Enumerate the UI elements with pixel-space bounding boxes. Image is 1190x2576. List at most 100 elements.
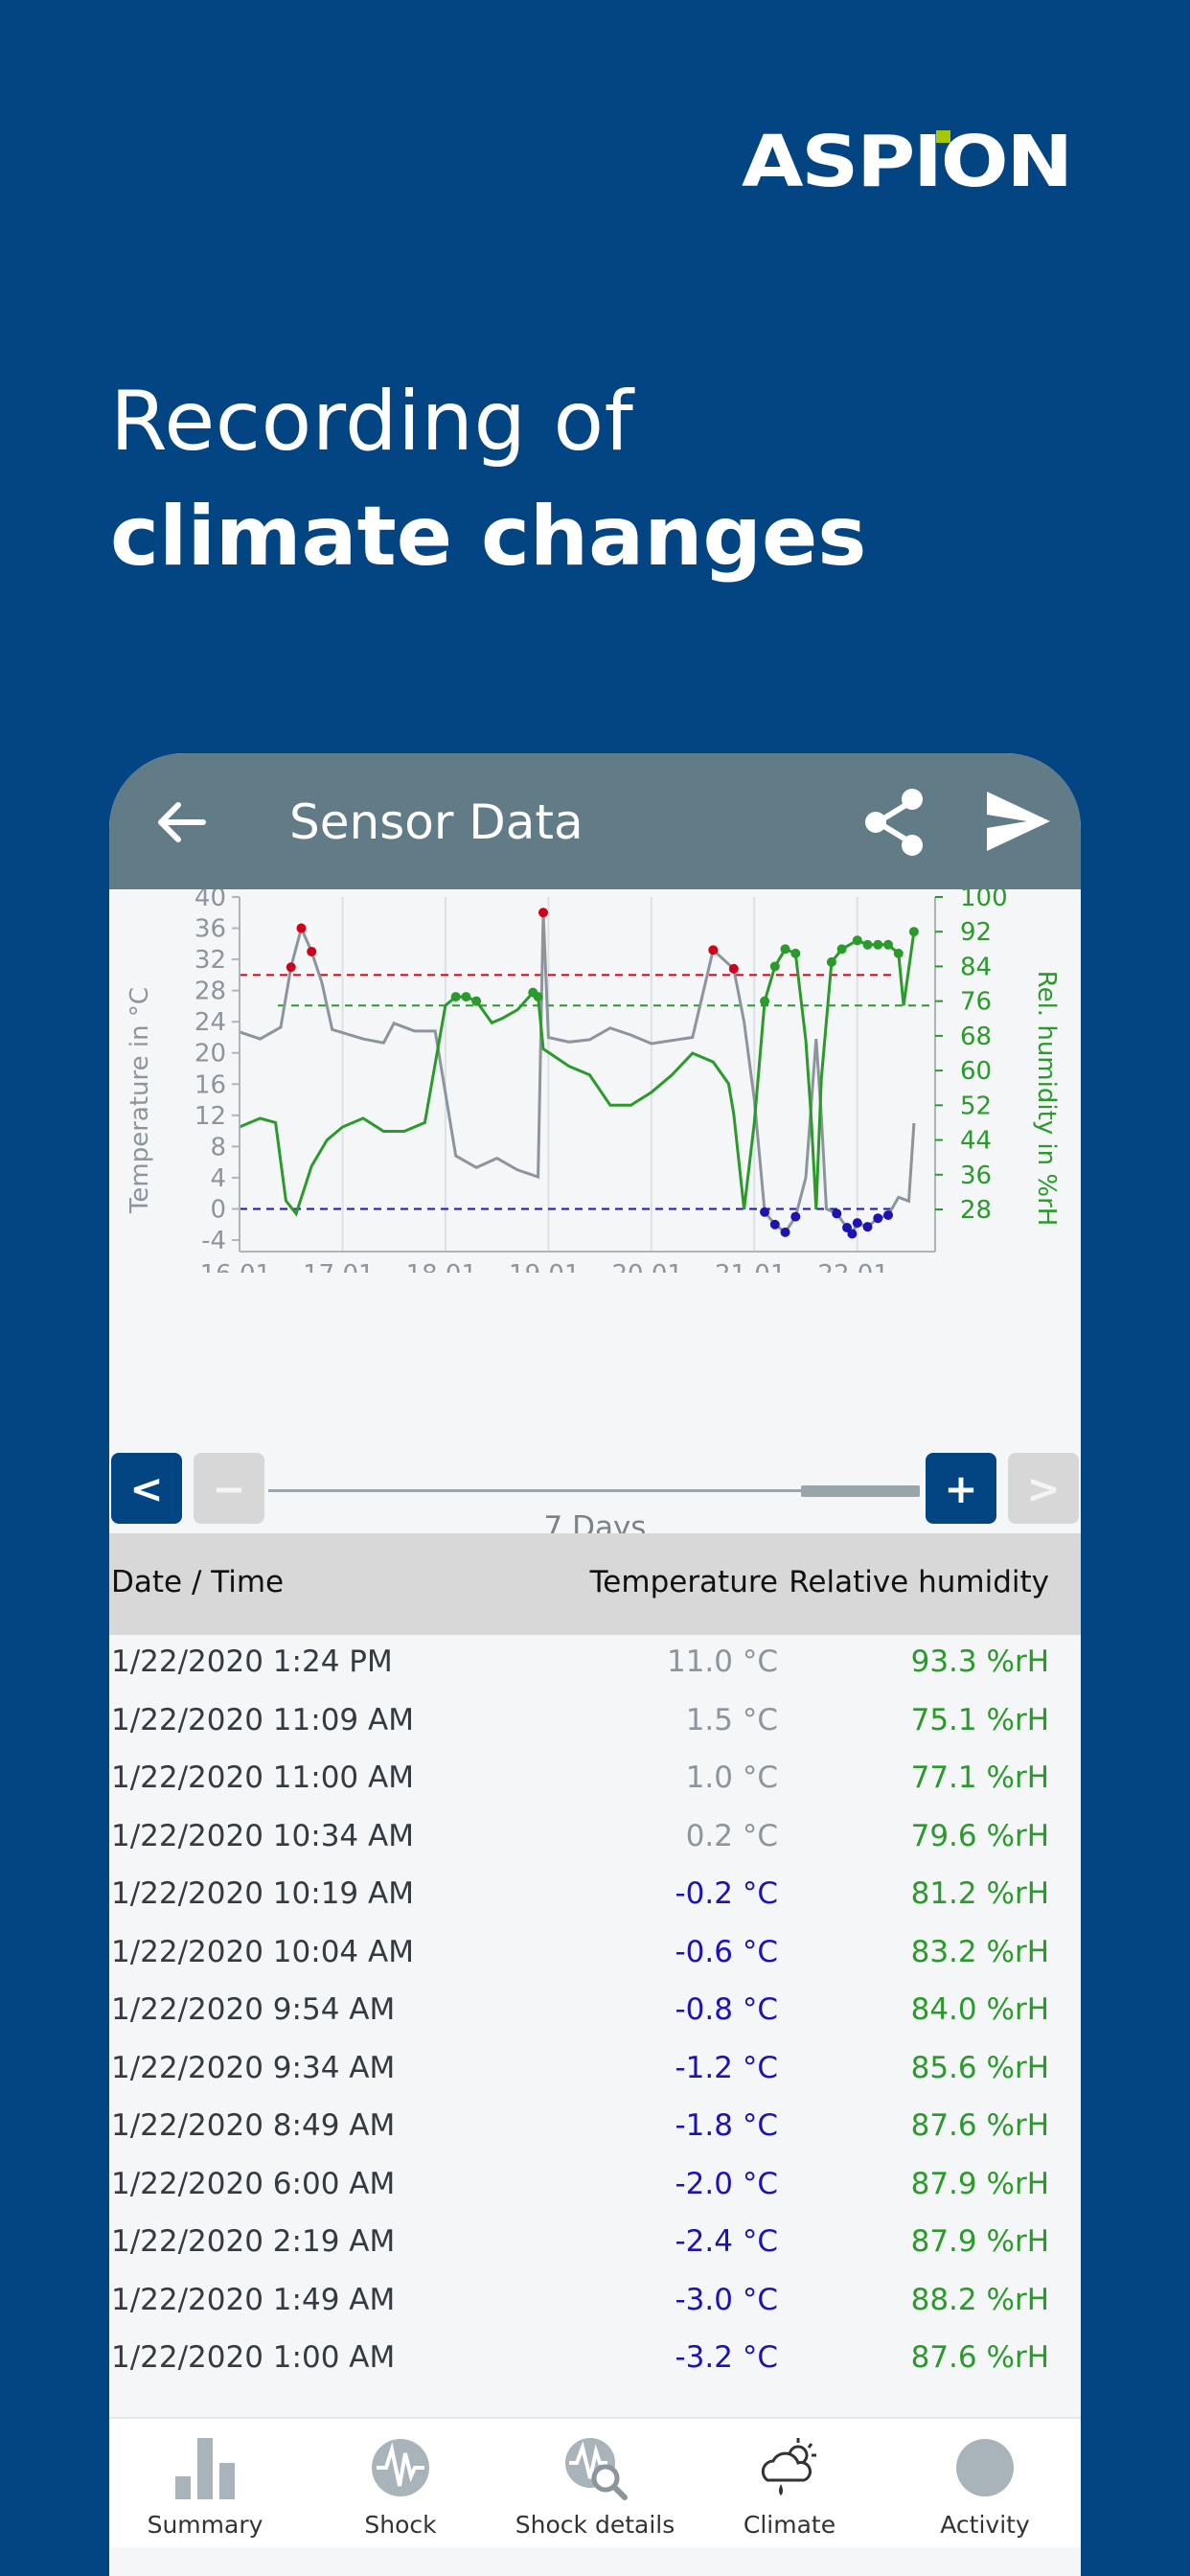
humidity-over-point <box>826 956 836 967</box>
headline: Recording of climate changes <box>110 364 867 594</box>
bottom-navigation: Summary Shock Shock details <box>109 2417 1081 2547</box>
tab-climate[interactable]: Climate <box>694 2419 885 2549</box>
row-temperature: -1.2 °C <box>675 2050 779 2085</box>
y2-tick-label: 68 <box>960 1023 992 1051</box>
table-row: 1/22/2020 11:00 AM 1.0 °C 77.1 %rH <box>109 1751 1081 1809</box>
app-bar: Sensor Data <box>109 753 1081 889</box>
aspion-logo-mark: ASPION <box>742 121 1073 203</box>
row-date: 1/22/2020 6:00 AM <box>111 2166 396 2201</box>
humidity-over-point <box>533 992 543 1002</box>
temperature-under-point <box>847 1229 858 1239</box>
row-humidity: 87.9 %rH <box>910 2166 1049 2201</box>
tab-shock[interactable]: Shock <box>305 2419 496 2549</box>
page-title: Sensor Data <box>289 794 584 850</box>
table-row: 1/22/2020 10:04 AM -0.6 °C 83.2 %rH <box>109 1925 1081 1984</box>
row-humidity: 84.0 %rH <box>910 1992 1049 2027</box>
zoom-out-button[interactable]: − <box>194 1453 264 1524</box>
y2-tick-label: 60 <box>960 1057 992 1086</box>
x-tick-label: 16.01. <box>200 1260 280 1273</box>
table-row: 1/22/2020 2:19 AM -2.4 °C 87.9 %rH <box>109 2215 1081 2273</box>
row-humidity: 79.6 %rH <box>910 1818 1049 1853</box>
humidity-over-point <box>760 996 770 1006</box>
column-header-date: Date / Time <box>111 1565 285 1599</box>
zoom-in-button[interactable]: + <box>926 1453 996 1524</box>
range-slider-thumb[interactable] <box>801 1485 920 1497</box>
row-temperature: 11.0 °C <box>666 1644 778 1679</box>
x-tick-label: 18.01. <box>406 1260 486 1273</box>
x-tick-label: 22.01. <box>817 1260 897 1273</box>
bar-chart-icon <box>175 2438 235 2499</box>
temperature-under-point <box>873 1213 883 1224</box>
row-temperature: -0.2 °C <box>675 1876 779 1911</box>
humidity-over-point <box>450 992 461 1002</box>
humidity-over-point <box>862 939 873 950</box>
y2-tick-label: 52 <box>960 1092 992 1120</box>
tab-label: Shock <box>364 2511 437 2539</box>
temperature-under-point <box>883 1209 894 1220</box>
temperature-over-point <box>708 945 719 955</box>
y2-tick-label: 36 <box>960 1162 992 1190</box>
y2-tick-label: 44 <box>960 1127 992 1156</box>
x-tick-label: 17.01. <box>303 1260 382 1273</box>
y-tick-label: -4 <box>201 1227 226 1255</box>
humidity-over-point <box>780 944 790 954</box>
tab-shock-details[interactable]: Shock details <box>499 2419 691 2549</box>
range-slider-track[interactable] <box>268 1489 920 1492</box>
tab-label: Climate <box>743 2511 836 2539</box>
row-date: 1/22/2020 10:04 AM <box>111 1934 414 1969</box>
headline-line-1: Recording of <box>110 374 634 470</box>
tab-label: Summary <box>147 2511 263 2539</box>
column-header-humidity: Relative humidity <box>789 1565 1049 1599</box>
previous-range-button[interactable]: < <box>111 1453 182 1524</box>
row-humidity: 93.3 %rH <box>910 1644 1049 1679</box>
row-temperature: 1.5 °C <box>685 1702 778 1737</box>
share-button[interactable] <box>857 784 933 861</box>
humidity-over-point <box>852 935 862 946</box>
y-tick-label: 36 <box>195 915 226 944</box>
back-button[interactable] <box>151 792 213 853</box>
x-tick-label: 21.01. <box>715 1260 794 1273</box>
temperature-over-point <box>728 963 739 974</box>
row-temperature: 1.0 °C <box>685 1760 778 1795</box>
row-date: 1/22/2020 11:00 AM <box>111 1760 414 1795</box>
table-header: Date / Time Temperature Relative humidit… <box>109 1533 1081 1635</box>
table-row: 1/22/2020 11:09 AM 1.5 °C 75.1 %rH <box>109 1693 1081 1752</box>
share-icon <box>865 789 923 856</box>
y-tick-label: 0 <box>210 1195 226 1224</box>
y-tick-label: 24 <box>195 1008 226 1037</box>
table-row: 1/22/2020 9:54 AM -0.8 °C 84.0 %rH <box>109 1983 1081 2041</box>
tab-label: Activity <box>940 2511 1030 2539</box>
tab-summary[interactable]: Summary <box>109 2419 301 2549</box>
row-temperature: -1.8 °C <box>675 2108 779 2143</box>
temperature-under-point <box>780 1227 790 1237</box>
next-range-button[interactable]: > <box>1008 1453 1079 1524</box>
row-temperature: -0.8 °C <box>675 1992 779 2027</box>
svg-text:ASPION: ASPION <box>742 125 1071 201</box>
y2-tick-label: 28 <box>960 1196 992 1225</box>
y-tick-label: 20 <box>195 1040 226 1069</box>
y2-tick-label: 100 <box>960 889 1008 912</box>
temperature-under-point <box>852 1218 862 1229</box>
temperature-line <box>239 912 916 1237</box>
row-humidity: 77.1 %rH <box>910 1760 1049 1795</box>
shock-search-icon <box>565 2438 628 2500</box>
tab-activity[interactable]: Activity <box>889 2419 1081 2549</box>
table-row: 1/22/2020 6:00 AM -2.0 °C 87.9 %rH <box>109 2157 1081 2216</box>
y-tick-label: 12 <box>195 1102 226 1131</box>
table-row: 1/22/2020 10:19 AM -0.2 °C 81.2 %rH <box>109 1867 1081 1925</box>
send-button[interactable] <box>985 790 1052 853</box>
row-date: 1/22/2020 11:09 AM <box>111 1702 414 1737</box>
column-header-temperature: Temperature <box>589 1565 778 1599</box>
row-humidity: 81.2 %rH <box>910 1876 1049 1911</box>
temperature-under-point <box>862 1222 873 1232</box>
row-humidity: 87.6 %rH <box>910 2108 1049 2143</box>
y2-tick-label: 84 <box>960 953 992 981</box>
send-icon <box>987 792 1050 851</box>
table-row: 1/22/2020 1:00 AM -3.2 °C 87.6 %rH <box>109 2331 1081 2389</box>
temperature-over-point <box>307 946 317 956</box>
tab-label: Shock details <box>515 2511 675 2539</box>
row-humidity: 87.6 %rH <box>910 2340 1049 2375</box>
row-date: 1/22/2020 10:19 AM <box>111 1876 414 1911</box>
y-tick-label: 8 <box>210 1133 226 1162</box>
headline-line-2: climate changes <box>110 489 867 585</box>
